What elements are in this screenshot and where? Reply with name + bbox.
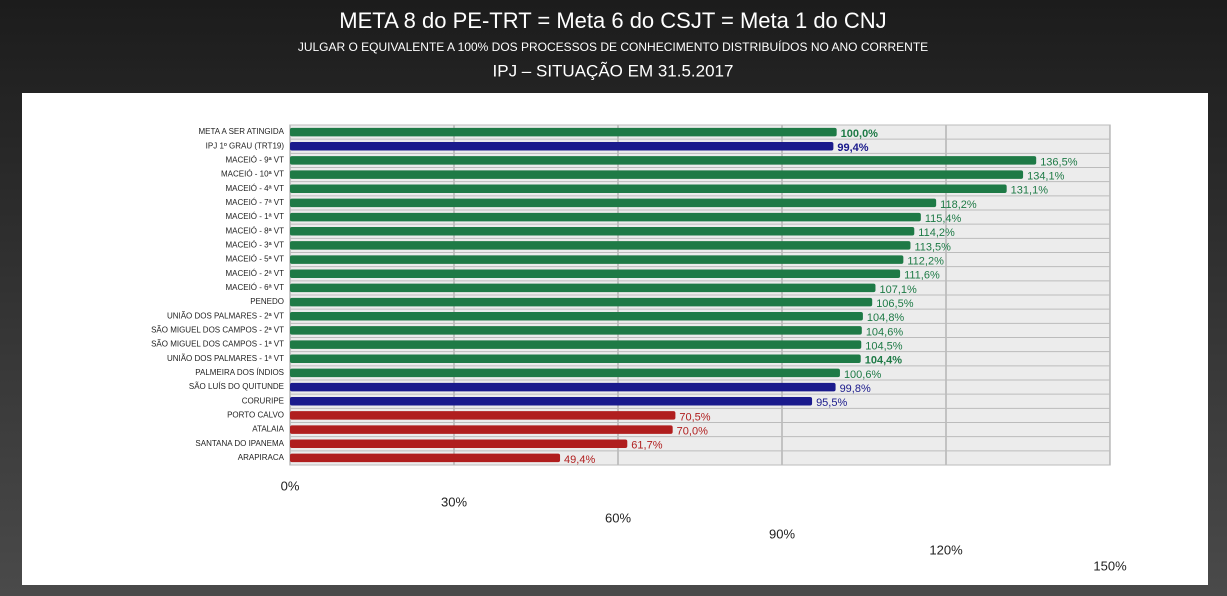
x-tick-label: 30% bbox=[441, 494, 467, 509]
bar bbox=[290, 227, 915, 236]
value-label: 95,5% bbox=[816, 397, 847, 409]
value-label: 106,5% bbox=[876, 298, 914, 310]
y-tick-label: CORURIPE bbox=[242, 396, 284, 405]
value-label: 70,5% bbox=[679, 411, 710, 423]
value-label: 99,4% bbox=[837, 142, 868, 154]
value-label: 104,4% bbox=[865, 355, 903, 367]
y-tick-label: MACEIÓ - 8ª VT bbox=[225, 226, 284, 235]
y-tick-label: SÃO MIGUEL DOS CAMPOS - 1ª VT bbox=[151, 340, 284, 349]
y-tick-label: MACEIÓ - 6ª VT bbox=[225, 283, 284, 292]
value-label: 134,1% bbox=[1027, 170, 1065, 182]
bar bbox=[290, 241, 911, 250]
y-tick-label: PENEDO bbox=[250, 297, 284, 306]
x-tick-label: 0% bbox=[281, 478, 300, 493]
y-tick-label: IPJ 1º GRAU (TRT19) bbox=[206, 141, 285, 150]
value-label: 115,4% bbox=[925, 213, 962, 225]
y-tick-label: SÃO LUÍS DO QUITUNDE bbox=[189, 382, 284, 391]
bar bbox=[290, 297, 873, 307]
value-label: 70,0% bbox=[677, 425, 708, 437]
bar bbox=[290, 156, 1037, 165]
y-tick-label: MACEIÓ - 9ª VT bbox=[225, 156, 284, 165]
bar bbox=[290, 368, 840, 378]
value-label: 114,2% bbox=[918, 227, 955, 239]
y-tick-label: MACEIÓ - 5ª VT bbox=[225, 255, 284, 264]
chart-title: META 8 do PE-TRT = Meta 6 do CSJT = Meta… bbox=[339, 8, 886, 33]
bar bbox=[290, 425, 673, 434]
y-tick-label: ARAPIRACA bbox=[238, 453, 285, 462]
value-label: 49,4% bbox=[564, 454, 595, 466]
value-label: 113,5% bbox=[914, 241, 951, 253]
y-tick-label: META A SER ATINGIDA bbox=[198, 127, 284, 136]
x-tick-label: 120% bbox=[929, 542, 963, 557]
bar bbox=[290, 170, 1024, 179]
y-tick-label: PORTO CALVO bbox=[227, 411, 284, 420]
y-tick-label: MACEIÓ - 10ª VT bbox=[221, 170, 284, 179]
bar bbox=[290, 198, 937, 208]
value-label: 118,2% bbox=[940, 199, 977, 211]
x-tick-label: 90% bbox=[769, 526, 795, 541]
bar bbox=[290, 212, 921, 222]
y-tick-label: SANTANA DO IPANEMA bbox=[195, 439, 284, 448]
bar bbox=[290, 269, 901, 278]
x-tick-label: 150% bbox=[1093, 558, 1127, 573]
bar bbox=[290, 312, 863, 321]
y-tick-label: SÃO MIGUEL DOS CAMPOS - 2ª VT bbox=[151, 326, 284, 335]
value-label: 104,5% bbox=[865, 340, 903, 352]
value-label: 104,6% bbox=[866, 326, 904, 338]
bar bbox=[290, 142, 834, 151]
bar bbox=[290, 127, 837, 137]
bar bbox=[290, 184, 1007, 193]
y-tick-label: MACEIÓ - 7ª VT bbox=[225, 198, 284, 207]
bar bbox=[290, 453, 561, 463]
bar bbox=[290, 326, 862, 335]
value-label: 136,5% bbox=[1040, 156, 1078, 168]
y-tick-label: MACEIÓ - 3ª VT bbox=[225, 241, 284, 250]
y-tick-label: ATALAIA bbox=[252, 425, 284, 434]
chart-subtitle: JULGAR O EQUIVALENTE A 100% DOS PROCESSO… bbox=[298, 39, 928, 54]
bar bbox=[290, 439, 628, 448]
value-label: 112,2% bbox=[907, 255, 944, 267]
value-label: 104,8% bbox=[867, 312, 905, 324]
y-tick-label: UNIÃO DOS PALMARES - 2ª VT bbox=[167, 311, 284, 320]
bar bbox=[290, 382, 836, 392]
y-tick-label: MACEIÓ - 1ª VT bbox=[225, 212, 284, 221]
y-tick-label: MACEIÓ - 2ª VT bbox=[225, 269, 284, 278]
value-label: 107,1% bbox=[879, 284, 917, 296]
bar bbox=[290, 354, 861, 363]
bar bbox=[290, 340, 862, 349]
bar bbox=[290, 397, 813, 406]
value-label: 131,1% bbox=[1011, 185, 1049, 197]
y-tick-label: UNIÃO DOS PALMARES - 1ª VT bbox=[167, 354, 284, 363]
value-label: 61,7% bbox=[631, 440, 662, 452]
bar bbox=[290, 255, 904, 264]
y-tick-label: MACEIÓ - 4ª VT bbox=[225, 184, 284, 193]
x-tick-label: 60% bbox=[605, 510, 631, 525]
value-label: 111,6% bbox=[904, 270, 940, 282]
value-label: 99,8% bbox=[840, 383, 871, 395]
chart-subtitle: IPJ – SITUAÇÃO EM 31.5.2017 bbox=[493, 61, 734, 80]
y-tick-label: PALMEIRA DOS ÍNDIOS bbox=[195, 368, 284, 377]
bar bbox=[290, 411, 676, 420]
bar bbox=[290, 283, 876, 293]
value-label: 100,0% bbox=[841, 128, 879, 140]
value-label: 100,6% bbox=[844, 369, 882, 381]
